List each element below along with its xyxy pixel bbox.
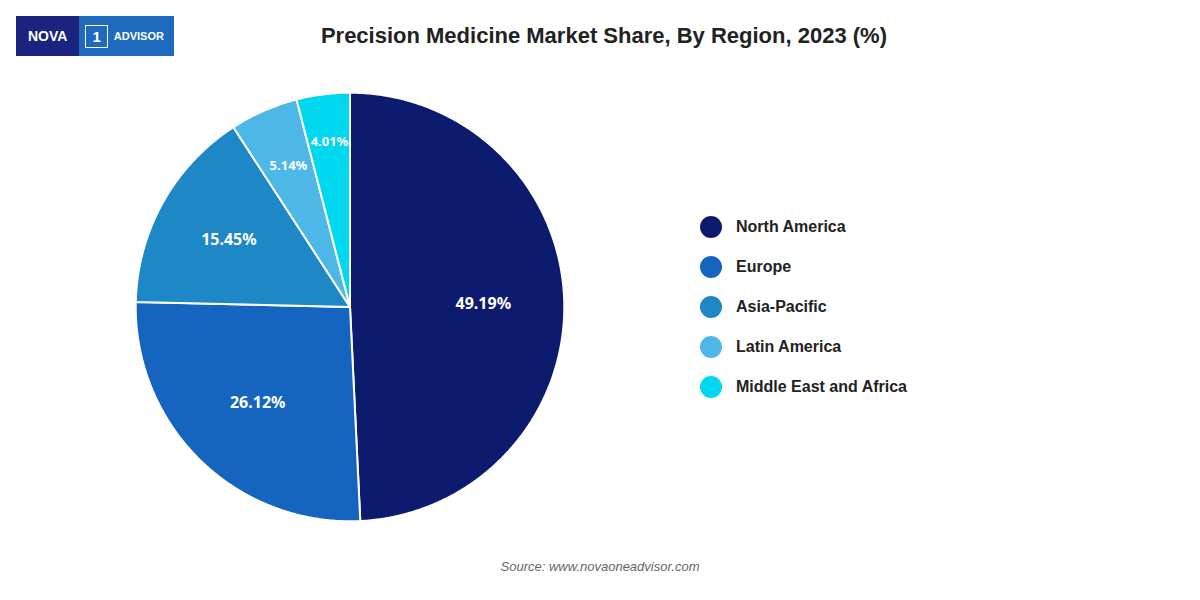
html-text:Middle East and Africa: Middle East and Africa bbox=[736, 378, 907, 395]
html-text:Precision Medicine Market Shar: Precision Medicine Market Share, By Regi… bbox=[320, 23, 887, 48]
svg-text:5.14%: 5.14% bbox=[270, 156, 308, 174]
html-text:NOVA: NOVA bbox=[28, 28, 68, 44]
html-text:Source: www.novaoneadvisor.com: Source: www.novaoneadvisor.com bbox=[500, 559, 700, 574]
html-text:North America: North America bbox=[736, 218, 846, 235]
html-text:1: 1 bbox=[92, 27, 101, 45]
svg-text:4.01%: 4.01% bbox=[311, 132, 349, 150]
html-text:ADVISOR: ADVISOR bbox=[113, 30, 164, 42]
html-text:Europe: Europe bbox=[736, 258, 792, 275]
svg-text:26.12%: 26.12% bbox=[230, 391, 286, 413]
html-text:Latin America: Latin America bbox=[736, 338, 842, 355]
html-text:Asia-Pacific: Asia-Pacific bbox=[736, 298, 827, 315]
svg-text:49.19%: 49.19% bbox=[456, 292, 512, 314]
svg-text:15.45%: 15.45% bbox=[201, 228, 257, 250]
